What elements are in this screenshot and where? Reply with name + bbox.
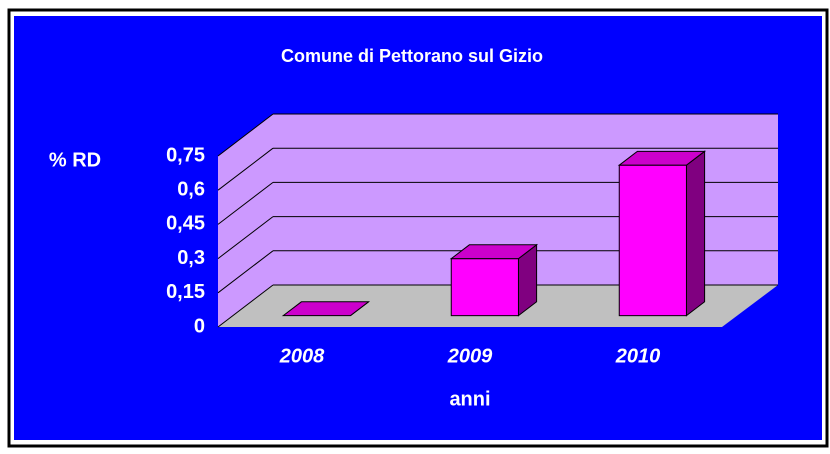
y-tick-label: 0,45 <box>166 213 205 235</box>
x-axis-title: anni <box>449 388 490 410</box>
y-tick-label: 0,3 <box>177 247 205 269</box>
y-axis-title: % RD <box>49 149 101 171</box>
bar <box>449 243 539 317</box>
grid-line-side <box>217 250 274 294</box>
x-tick-label: 2010 <box>615 345 661 367</box>
y-tick-label: 0,75 <box>166 144 205 166</box>
bar <box>281 301 371 317</box>
bar-side <box>685 150 706 317</box>
bar-front <box>618 164 687 317</box>
grid-line-side <box>217 182 274 225</box>
chart-title: Comune di Pettorano sul Gizio <box>281 46 543 66</box>
y-tick-label: 0,15 <box>166 281 205 303</box>
bar <box>617 150 707 317</box>
bar-front <box>450 258 519 317</box>
grid-line-side <box>217 216 274 259</box>
grid-line-side <box>217 113 274 157</box>
grid-line <box>217 113 778 157</box>
side-wall <box>218 114 273 327</box>
x-tick-label: 2009 <box>447 345 493 367</box>
y-tick-label: 0,6 <box>177 178 205 200</box>
grid-line-side <box>217 147 274 191</box>
bar-top <box>281 301 371 317</box>
bar-top <box>449 244 539 260</box>
grid-line <box>217 147 778 191</box>
x-tick-label: 2008 <box>279 345 325 367</box>
bar-top <box>617 150 707 166</box>
y-tick-label: 0 <box>194 315 205 337</box>
grid-line-side <box>217 284 274 328</box>
